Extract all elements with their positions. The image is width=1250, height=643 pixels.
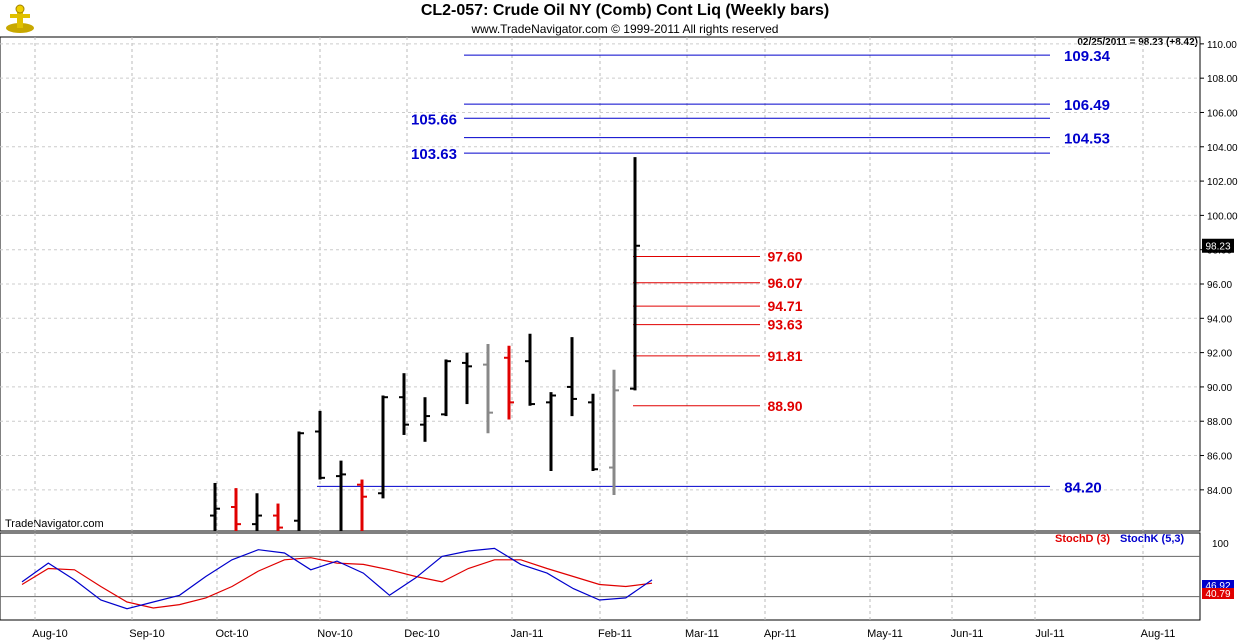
logo-icon (4, 4, 36, 34)
x-tick-label: May-11 (867, 628, 903, 640)
chart-subtitle: www.TradeNavigator.com © 1999-2011 All r… (471, 22, 779, 36)
resistance-label: 104.53 (1064, 131, 1110, 148)
fib-label: 97.60 (767, 249, 802, 265)
legend-stochd: StochD (3) (1055, 533, 1110, 545)
x-tick-label: Aug-10 (32, 628, 67, 640)
y-tick-label: 104.00 (1207, 143, 1238, 154)
resistance-label: 84.20 (1064, 479, 1102, 496)
x-tick-label: Nov-10 (317, 628, 352, 640)
fib-label: 93.63 (767, 317, 802, 333)
price-readout: 02/25/2011 = 98.23 (+8.42) (1077, 37, 1198, 48)
fib-label: 91.81 (767, 348, 802, 364)
y-tick-label: 96.00 (1207, 280, 1232, 291)
last-price-box (1202, 238, 1234, 253)
x-tick-label: Dec-10 (404, 628, 439, 640)
stoch-line (21, 547, 653, 610)
watermark: TradeNavigator.com (5, 518, 104, 530)
y-tick-label: 94.00 (1207, 314, 1232, 325)
chart-title: CL2-057: Crude Oil NY (Comb) Cont Liq (W… (420, 2, 830, 19)
ind-y-tick-label: 100 (1212, 539, 1229, 550)
y-tick-label: 92.00 (1207, 349, 1232, 360)
y-tick-label: 110.00 (1207, 40, 1237, 51)
y-tick-label: 84.00 (1207, 486, 1232, 497)
x-tick-label: Sep-10 (129, 628, 164, 640)
stochd-value-label: 40.79 (1205, 589, 1230, 600)
last-price-label: 98.23 (1205, 242, 1230, 253)
y-tick-label: 102.00 (1207, 177, 1238, 188)
x-tick-label: Aug-11 (1141, 628, 1176, 640)
stochk-value-box (1202, 580, 1234, 591)
x-tick-label: Mar-11 (685, 628, 719, 640)
x-tick-label: Apr-11 (764, 628, 796, 640)
x-tick-label: Jun-11 (951, 628, 984, 640)
legend-stochk: StochK (5,3) (1120, 533, 1185, 545)
stochd-value-box (1202, 588, 1234, 599)
y-tick-label: 90.00 (1207, 383, 1232, 394)
x-tick-label: Jan-11 (511, 628, 544, 640)
resistance-label: 106.49 (1064, 97, 1110, 114)
y-tick-label: 86.00 (1207, 452, 1232, 463)
fib-label: 88.90 (767, 398, 802, 414)
x-tick-label: Oct-10 (215, 628, 248, 640)
resistance-label: 109.34 (1064, 48, 1111, 65)
fib-label: 94.71 (767, 298, 802, 314)
y-tick-label: 88.00 (1207, 417, 1232, 428)
y-tick-label: 106.00 (1207, 108, 1238, 119)
resistance-label: 105.66 (411, 111, 457, 128)
resistance-label: 103.63 (411, 146, 457, 163)
stochk-value-label: 46.92 (1205, 581, 1230, 592)
stoch-line (21, 557, 653, 609)
x-tick-label: Jul-11 (1035, 628, 1064, 640)
y-tick-label: 108.00 (1207, 74, 1238, 85)
x-tick-label: Feb-11 (598, 628, 632, 640)
fib-label: 96.07 (767, 275, 802, 291)
y-tick-label: 100.00 (1207, 211, 1238, 222)
